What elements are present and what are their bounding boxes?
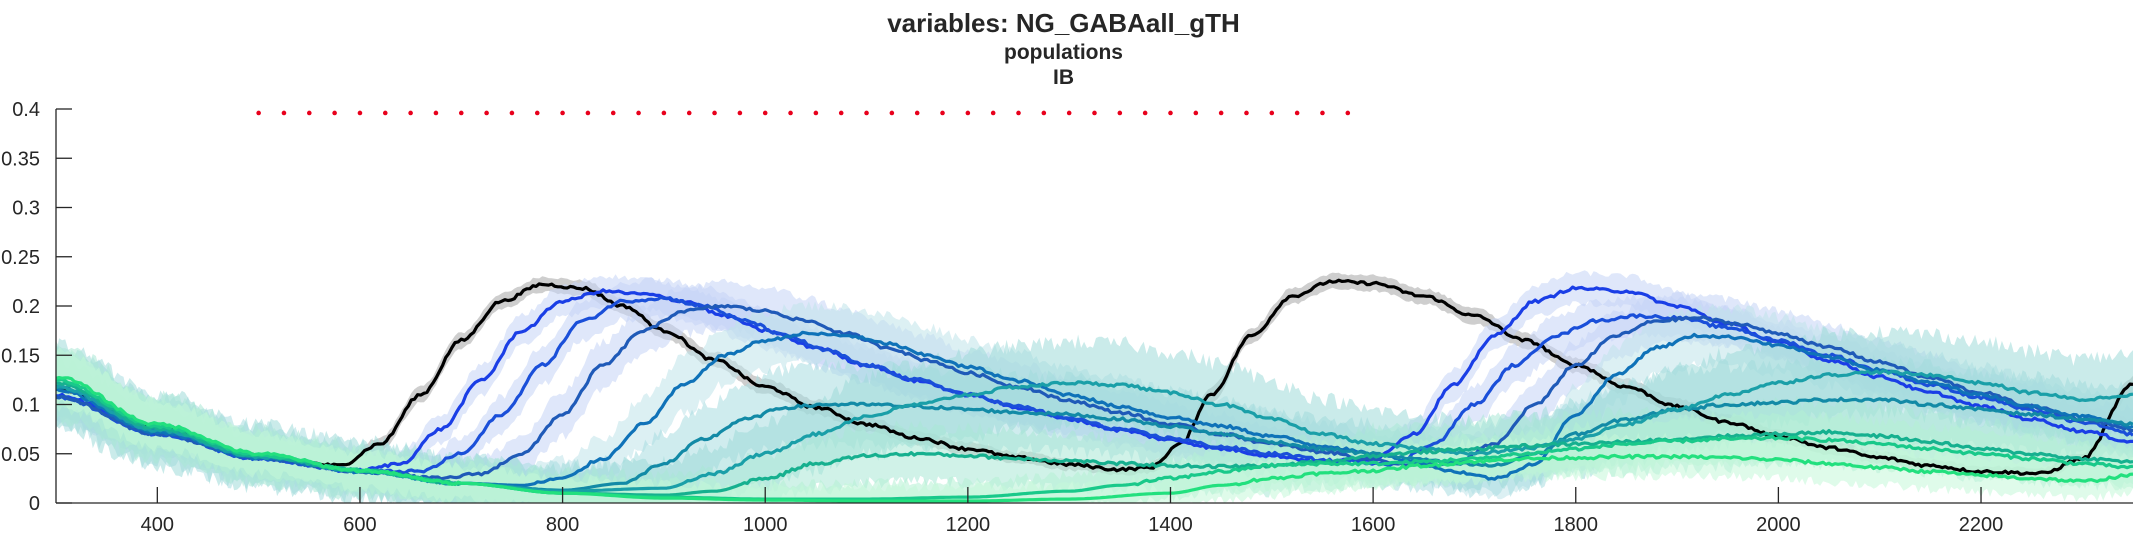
marker-dots — [256, 110, 1351, 116]
series-line-10 — [56, 376, 2133, 503]
marker-dot-41 — [1269, 110, 1275, 116]
marker-dot-36 — [1142, 110, 1148, 116]
marker-dot-19 — [712, 110, 717, 116]
x-tick-label-8: 2000 — [1756, 514, 1801, 533]
x-tick-label-6: 1600 — [1351, 514, 1396, 533]
marker-dot-44 — [1345, 110, 1351, 116]
marker-dot-9 — [458, 110, 464, 116]
chart-subtitle-populations: populations — [1004, 41, 1123, 64]
x-tick-label-1: 600 — [343, 514, 376, 533]
marker-dot-2 — [281, 110, 287, 116]
marker-dot-14 — [585, 110, 591, 116]
marker-dot-31 — [1016, 110, 1021, 116]
marker-dot-7 — [408, 110, 413, 116]
marker-dot-34 — [1092, 110, 1097, 116]
y-tick-label-2: 0.1 — [12, 395, 40, 417]
x-tick-label-4: 1200 — [946, 514, 991, 533]
series-lines — [56, 278, 2133, 503]
marker-dot-35 — [1117, 110, 1123, 116]
chart-subtitle-ib: IB — [1053, 66, 1074, 89]
marker-dot-11 — [509, 110, 515, 116]
marker-dot-22 — [788, 110, 793, 116]
marker-dot-23 — [813, 110, 819, 116]
series-line-3 — [56, 295, 2133, 475]
marker-dot-38 — [1193, 110, 1199, 116]
y-tick-label-4: 0.2 — [12, 296, 40, 318]
marker-dot-33 — [1066, 110, 1072, 116]
y-tick-label-5: 0.25 — [1, 247, 40, 269]
chart-title: variables: NG_GABAall_gTH — [887, 8, 1240, 38]
marker-dot-16 — [636, 110, 641, 116]
marker-dot-3 — [306, 110, 312, 116]
marker-dot-8 — [433, 110, 439, 116]
marker-dot-32 — [1041, 110, 1047, 116]
marker-dot-10 — [484, 110, 489, 116]
y-tick-label-1: 0.05 — [1, 444, 40, 466]
marker-dot-27 — [914, 110, 920, 116]
y-tick-label-0: 0 — [29, 493, 40, 515]
marker-dot-18 — [686, 110, 692, 116]
marker-dot-42 — [1294, 110, 1300, 116]
marker-dot-5 — [357, 110, 363, 116]
marker-dot-37 — [1168, 110, 1173, 116]
y-tick-label-3: 0.15 — [1, 345, 40, 367]
y-tick-label-7: 0.35 — [1, 148, 40, 170]
marker-dot-28 — [940, 110, 945, 116]
marker-dot-25 — [864, 110, 869, 116]
x-tick-label-9: 2200 — [1959, 514, 2004, 533]
x-tick-label-0: 400 — [141, 514, 174, 533]
marker-dot-30 — [990, 110, 996, 116]
marker-dot-26 — [889, 110, 895, 116]
marker-dot-4 — [332, 110, 337, 116]
marker-dot-13 — [560, 110, 565, 116]
x-tick-label-3: 1000 — [743, 514, 788, 533]
y-tick-label-6: 0.3 — [12, 198, 40, 220]
error-band-10 — [56, 347, 2133, 503]
chart-title-block: variables: NG_GABAall_gTH populations IB — [0, 6, 2133, 90]
marker-dot-40 — [1244, 110, 1249, 116]
x-tick-label-7: 1800 — [1554, 514, 1599, 533]
marker-dot-6 — [382, 110, 388, 116]
x-tick-label-5: 1400 — [1148, 514, 1193, 533]
marker-dot-21 — [762, 110, 768, 116]
marker-dot-12 — [534, 110, 540, 116]
marker-dot-24 — [838, 110, 844, 116]
marker-dot-1 — [256, 110, 261, 116]
marker-dot-15 — [610, 110, 616, 116]
marker-dot-17 — [661, 110, 667, 116]
axes: 0 0.05 0.1 0.15 0.2 0.25 0.3 0.35 0.4 400 600 800 10… — [1, 99, 2133, 533]
marker-dot-20 — [737, 110, 743, 116]
marker-dot-43 — [1320, 110, 1325, 116]
marker-dot-29 — [965, 110, 971, 116]
x-tick-label-2: 800 — [546, 514, 579, 533]
y-tick-label-8: 0.4 — [12, 99, 40, 121]
marker-dot-39 — [1218, 110, 1224, 116]
